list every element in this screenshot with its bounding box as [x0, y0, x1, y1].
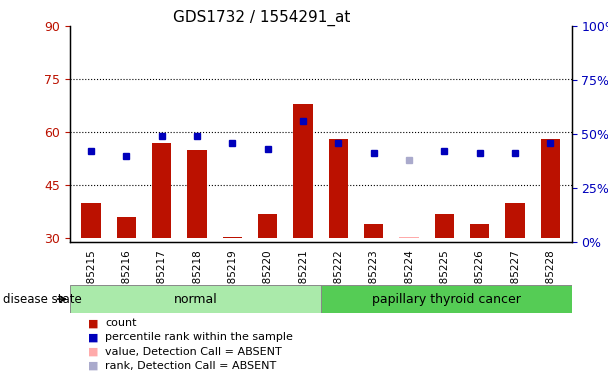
- Bar: [258, 214, 277, 238]
- Bar: [541, 140, 560, 238]
- Text: rank, Detection Call = ABSENT: rank, Detection Call = ABSENT: [105, 361, 277, 371]
- Bar: [321, 285, 572, 313]
- Bar: [293, 104, 313, 238]
- Bar: [435, 214, 454, 238]
- Text: GDS1732 / 1554291_at: GDS1732 / 1554291_at: [173, 9, 350, 26]
- Text: percentile rank within the sample: percentile rank within the sample: [105, 333, 293, 342]
- Text: papillary thyroid cancer: papillary thyroid cancer: [371, 292, 520, 306]
- Text: ■: ■: [88, 318, 98, 328]
- Bar: [399, 237, 419, 238]
- Text: ■: ■: [88, 347, 98, 357]
- Text: disease state: disease state: [3, 293, 82, 306]
- Bar: [223, 237, 242, 238]
- Bar: [364, 224, 384, 238]
- Bar: [187, 150, 207, 238]
- Bar: [505, 203, 525, 238]
- Text: ■: ■: [88, 361, 98, 371]
- Bar: [329, 140, 348, 238]
- Text: ■: ■: [88, 333, 98, 342]
- Bar: [117, 217, 136, 238]
- Text: value, Detection Call = ABSENT: value, Detection Call = ABSENT: [105, 347, 282, 357]
- Text: normal: normal: [173, 292, 217, 306]
- Bar: [152, 143, 171, 238]
- Bar: [70, 285, 321, 313]
- Text: count: count: [105, 318, 137, 328]
- Bar: [470, 224, 489, 238]
- Bar: [81, 203, 101, 238]
